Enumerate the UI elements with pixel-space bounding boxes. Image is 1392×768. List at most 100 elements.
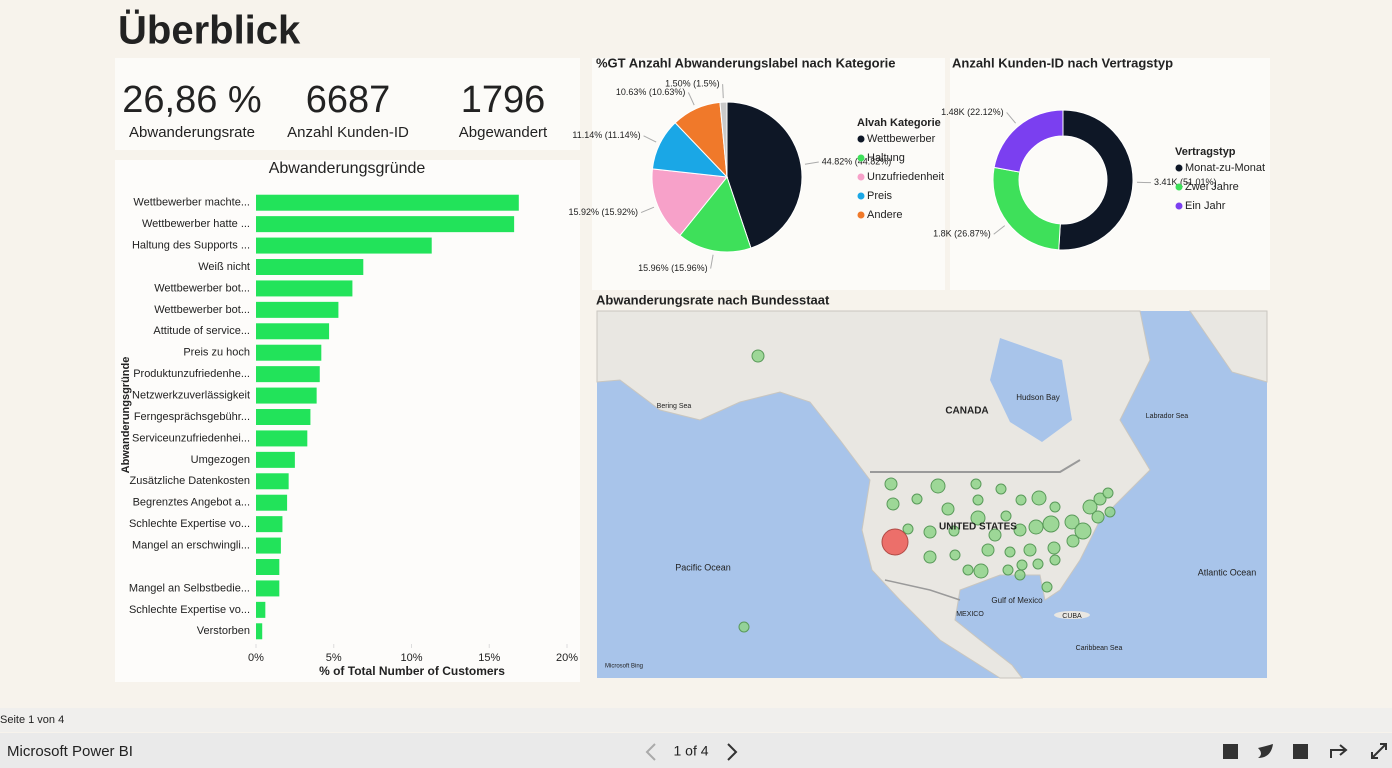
status-bar — [0, 708, 1392, 732]
map-bubble — [973, 563, 989, 579]
map-label: Bering Sea — [657, 403, 692, 410]
map-bubble — [1042, 515, 1060, 533]
x-tick-label: 5% — [326, 652, 342, 664]
bar — [256, 344, 322, 361]
facebook-icon[interactable] — [1223, 744, 1238, 759]
y-tick-label: Serviceunzufriedenhei... — [132, 432, 250, 444]
map-bubble — [902, 523, 914, 535]
bar — [256, 366, 320, 383]
map-bubble — [1023, 543, 1037, 557]
slice — [651, 168, 728, 237]
prev-page[interactable] — [645, 743, 656, 761]
legend-marker — [857, 211, 865, 219]
data-label: 10.63% (10.63%) — [616, 87, 686, 97]
chart-title: Anzahl Kunden-ID nach Vertragstyp — [952, 55, 1173, 70]
data-label: 3.41K (51.01%) — [1154, 177, 1217, 187]
leader-line — [710, 254, 714, 269]
legend-label: Ein Jahr — [1185, 200, 1226, 212]
twitter-icon[interactable] — [1258, 744, 1273, 758]
bar — [256, 301, 339, 318]
bar — [256, 430, 308, 447]
map-bubble — [1066, 534, 1080, 548]
map-land — [1054, 611, 1090, 619]
leader-line — [1006, 112, 1016, 124]
fullscreen-icon[interactable] — [1371, 743, 1387, 759]
map-bubble — [941, 502, 955, 516]
y-tick-label: Begrenztes Angebot a... — [133, 497, 250, 509]
map-bubble — [1028, 519, 1044, 535]
map-bubble — [1032, 558, 1044, 570]
bar — [256, 494, 288, 511]
legend-label: Zwei Jahre — [1185, 181, 1239, 193]
next-page[interactable] — [727, 743, 738, 761]
kpi-label: Abwanderungsrate — [129, 124, 255, 141]
map-bubble — [981, 543, 995, 557]
legend-label: Unzufriedenheit — [867, 171, 944, 183]
bar — [256, 323, 330, 340]
kpi-label: Anzahl Kunden-ID — [287, 124, 409, 141]
bar — [256, 216, 515, 233]
data-label: 15.92% (15.92%) — [569, 207, 639, 217]
map-bubble — [972, 494, 984, 506]
bar — [256, 237, 432, 254]
map-bubble — [886, 497, 900, 511]
map-border — [884, 579, 961, 601]
x-tick-label: 20% — [556, 652, 578, 664]
map-bubble — [948, 525, 960, 537]
legend-title: Alvah Kategorie — [857, 117, 941, 129]
x-tick-label: 15% — [478, 652, 500, 664]
legend-label: Andere — [867, 209, 902, 221]
y-tick-label: Verstorben — [197, 625, 250, 637]
map-bubble — [1064, 514, 1080, 530]
map-border — [870, 459, 1081, 473]
slice — [993, 109, 1064, 173]
map-water — [990, 338, 1072, 442]
map-bubble — [995, 483, 1007, 495]
data-label: 44.82% (44.82%) — [822, 156, 892, 166]
map-bubble — [1074, 522, 1092, 540]
map-bubble — [930, 478, 946, 494]
y-tick-label: Haltung des Supports ... — [132, 239, 250, 251]
map-bubble — [884, 477, 898, 491]
map-bubble — [949, 549, 961, 561]
y-tick-label: Mangel an Selbstbedie... — [129, 582, 250, 594]
share-icon[interactable] — [1330, 744, 1348, 758]
map-bubble — [923, 525, 937, 539]
y-tick-label: Preis zu hoch — [183, 347, 250, 359]
map-label: Gulf of Mexico — [991, 596, 1043, 605]
kpi-panel — [115, 58, 580, 150]
legend-label: Monat-zu-Monat — [1185, 162, 1265, 174]
legend-label: Wettbewerber — [867, 133, 936, 145]
page-status: Seite 1 von 4 — [0, 714, 64, 726]
legend-marker — [857, 173, 865, 181]
map[interactable]: CANADA UNITED STATES Hudson Bay Bering Sea L… — [596, 310, 1268, 679]
map-bubble — [1013, 523, 1027, 537]
map-bubble — [970, 510, 986, 526]
bar — [256, 409, 311, 425]
slice — [1058, 109, 1134, 251]
pager: 1 of 4 — [673, 743, 708, 759]
linkedin-icon[interactable] — [1293, 744, 1308, 759]
map-label: Caribbean Sea — [1076, 645, 1123, 652]
y-tick-label: Wettbewerber bot... — [154, 304, 250, 316]
bar — [256, 559, 280, 575]
x-tick-label: 0% — [248, 652, 264, 664]
y-tick-label: Attitude of service... — [153, 325, 250, 337]
leader-line — [722, 84, 724, 99]
map-bubble — [1102, 487, 1114, 499]
footer-bar — [0, 733, 1392, 768]
bar — [256, 473, 289, 490]
y-tick-label: Wettbewerber hatte ... — [142, 218, 250, 230]
map-bubble — [923, 550, 937, 564]
app-name: Microsoft Power BI — [7, 743, 133, 760]
y-tick-label: Wettbewerber machte... — [133, 197, 250, 209]
y-tick-label: Weiß nicht — [198, 261, 250, 273]
legend-marker — [1175, 202, 1183, 210]
map-bubble — [1049, 501, 1061, 513]
legend-marker — [1175, 183, 1183, 191]
map-bubble — [1015, 494, 1027, 506]
data-label: 15.96% (15.96%) — [638, 263, 708, 273]
bar — [256, 451, 295, 468]
map-label: Pacific Ocean — [675, 562, 731, 572]
map-bubble — [911, 493, 923, 505]
